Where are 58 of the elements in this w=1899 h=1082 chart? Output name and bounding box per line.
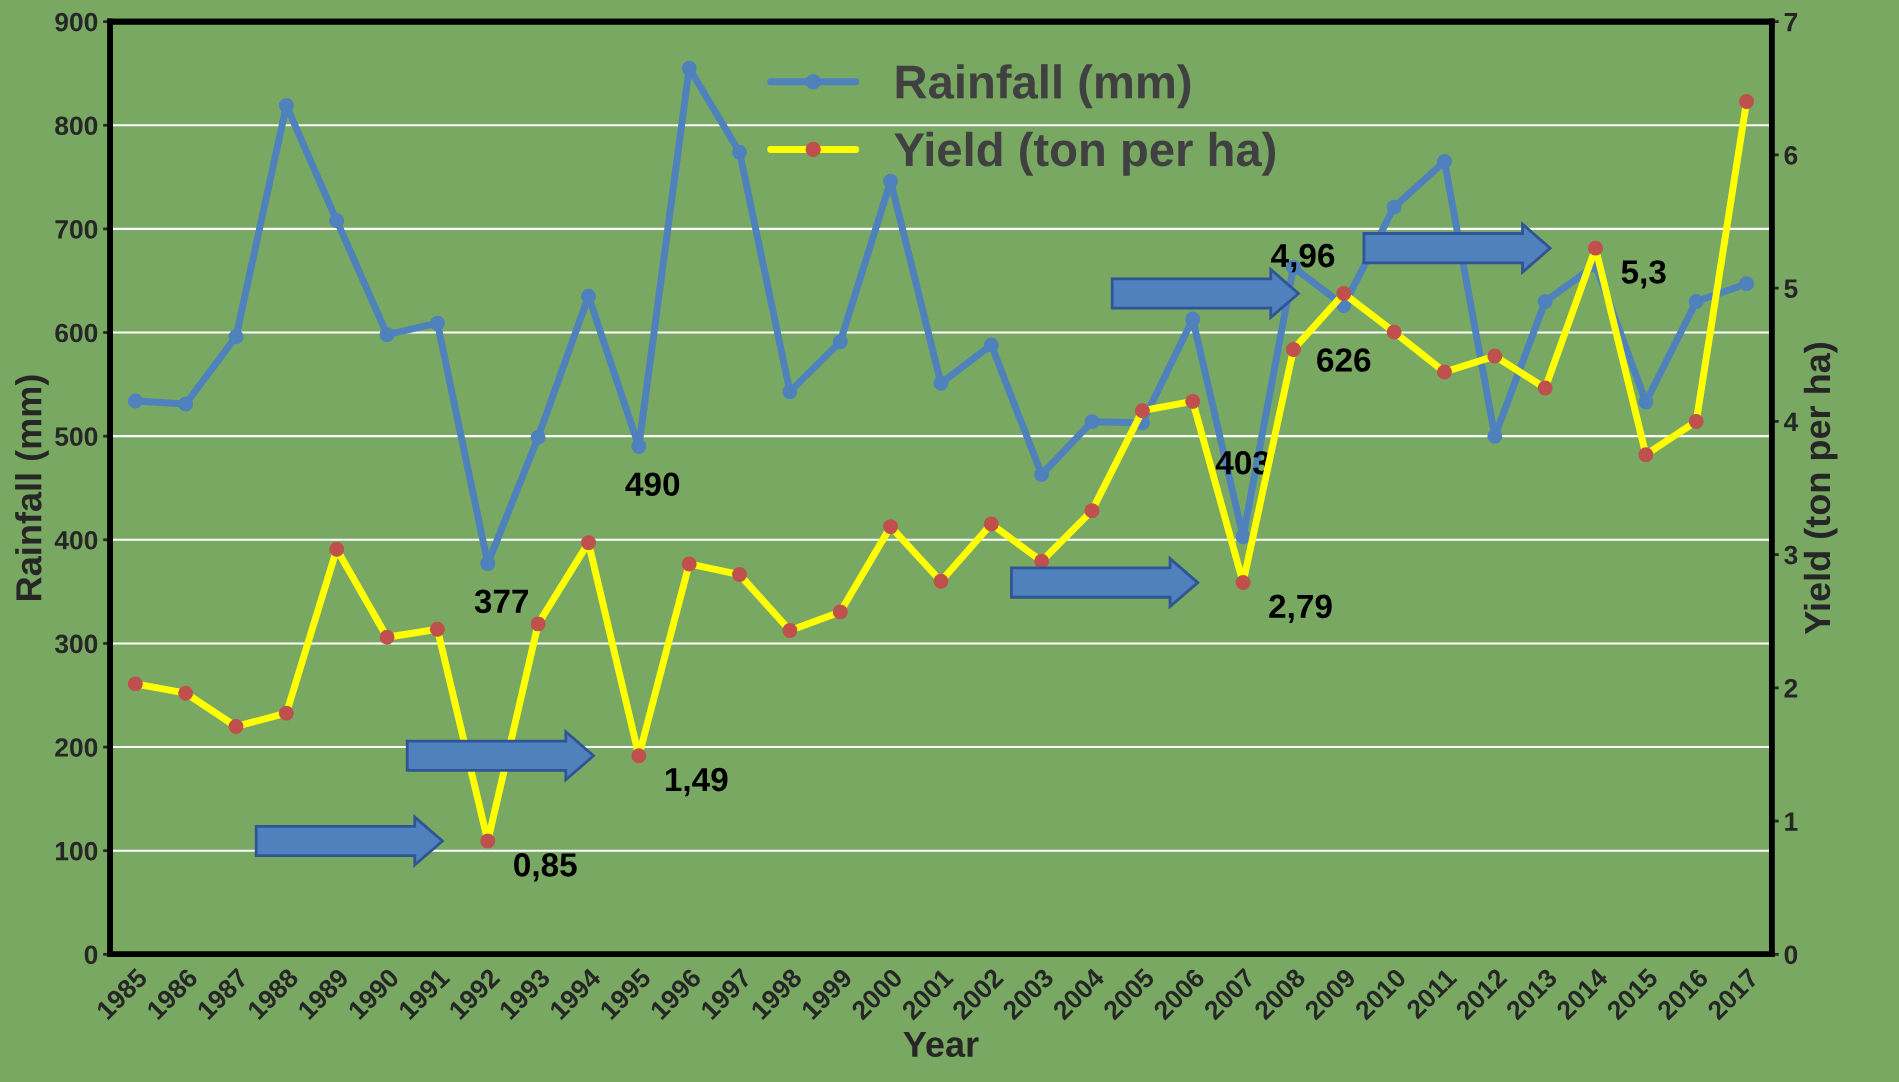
point bbox=[228, 329, 244, 345]
point bbox=[429, 315, 445, 331]
point bbox=[1386, 199, 1402, 215]
point bbox=[1487, 428, 1503, 444]
data-label: 626 bbox=[1317, 348, 1371, 372]
point bbox=[1034, 467, 1050, 482]
data-label: 377 bbox=[474, 589, 529, 614]
data-label: 1,49 bbox=[665, 767, 728, 797]
y2-tick-label: 4 bbox=[1783, 412, 1799, 431]
point bbox=[329, 213, 345, 229]
point bbox=[782, 384, 798, 400]
y-tick-label: 700 bbox=[55, 220, 98, 239]
point bbox=[1537, 293, 1553, 309]
y-tick-label: 100 bbox=[55, 841, 98, 861]
point bbox=[832, 334, 848, 350]
point bbox=[127, 393, 143, 409]
y-tick-label: 800 bbox=[55, 116, 98, 136]
y-tick-label: 500 bbox=[55, 427, 98, 446]
legend-label: Rainfall (mm) bbox=[896, 64, 1191, 109]
y2-tick-label: 0 bbox=[1784, 945, 1798, 965]
point bbox=[1437, 154, 1452, 170]
data-label: 490 bbox=[625, 472, 680, 497]
point bbox=[480, 556, 496, 572]
point bbox=[1739, 276, 1755, 292]
y-tick-label: 200 bbox=[55, 738, 98, 757]
point bbox=[1084, 414, 1100, 430]
y2-tick-label: 2 bbox=[1784, 678, 1798, 698]
data-label: 5,3 bbox=[1621, 260, 1666, 289]
data-label: 2,79 bbox=[1269, 594, 1332, 624]
point bbox=[983, 337, 999, 353]
y2-tick-label: 5 bbox=[1784, 279, 1798, 298]
y-tick-label: 400 bbox=[54, 530, 98, 550]
y2-tick-label: 7 bbox=[1784, 13, 1798, 32]
point bbox=[883, 173, 899, 189]
point bbox=[732, 144, 748, 160]
y2-axis-title: Yield (ton per ha) bbox=[1803, 342, 1838, 635]
point bbox=[1235, 529, 1251, 545]
point bbox=[530, 429, 546, 445]
x-axis-title: Year bbox=[903, 1031, 979, 1058]
data-label: 0,85 bbox=[514, 853, 577, 882]
legend-label: Yield (ton per ha) bbox=[894, 131, 1276, 176]
point bbox=[178, 396, 194, 412]
point bbox=[1185, 311, 1201, 327]
y2-tick-label: 6 bbox=[1784, 146, 1798, 165]
y-axis-title: Rainfall (mm) bbox=[15, 375, 49, 600]
point bbox=[681, 60, 697, 76]
y-tick-label: 900 bbox=[55, 12, 98, 32]
y2-tick-label: 1 bbox=[1785, 812, 1798, 831]
point bbox=[581, 288, 596, 304]
data-label: 4,96 bbox=[1271, 243, 1335, 273]
y-tick-label: 0 bbox=[84, 945, 98, 965]
y-tick-label: 600 bbox=[55, 323, 98, 343]
point bbox=[933, 375, 949, 391]
y2-tick-label: 3 bbox=[1784, 545, 1798, 565]
point bbox=[631, 439, 647, 454]
point bbox=[379, 327, 395, 343]
y-tick-label: 300 bbox=[54, 634, 98, 654]
point bbox=[1688, 293, 1704, 309]
